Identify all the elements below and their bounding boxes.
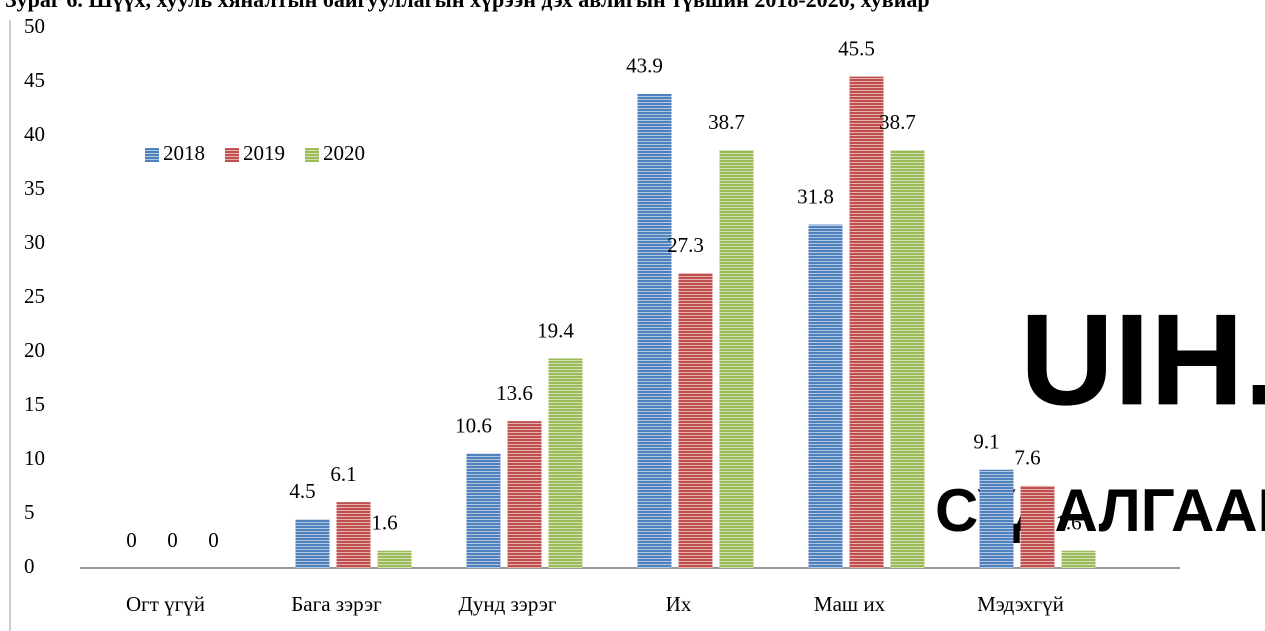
data-label: 43.9 [626,54,663,78]
y-tick-label: 30 [24,230,45,254]
data-label: 13.6 [496,381,533,405]
y-tick-label: 35 [24,176,45,200]
y-tick-label: 10 [24,446,45,470]
legend-swatch [305,148,319,162]
data-label: 0 [167,528,178,552]
bar [719,150,754,569]
data-label: 45.5 [838,36,875,60]
chart-title: Зураг 6. Шүүх, хууль хяналтын байгууллаг… [5,0,930,12]
data-label: 4.5 [289,479,315,503]
bar [678,273,713,568]
data-label: 0 [126,528,137,552]
data-label: 1.6 [1055,511,1081,535]
data-label: 31.8 [797,184,834,208]
bar [466,453,501,568]
legend-label: 2019 [243,141,285,165]
bar [637,93,672,568]
y-tick-label: 20 [24,338,45,362]
data-label: 7.6 [1014,446,1040,470]
bar [808,224,843,568]
y-tick-label: 50 [24,14,45,38]
legend-label: 2020 [323,141,365,165]
data-label: 1.6 [371,511,397,535]
legend-label: 2018 [163,141,205,165]
bar [890,150,925,569]
x-tick-label: Огт үгүй [126,592,205,616]
data-label: 19.4 [537,318,574,342]
legend-swatch [225,148,239,162]
y-tick-label: 45 [24,68,45,92]
legend-swatch [145,148,159,162]
x-tick-label: Их [666,592,692,616]
data-label: 38.7 [879,110,916,134]
bar [377,550,412,568]
bar [507,421,542,568]
y-tick-label: 40 [24,122,45,146]
watermark: UIH.M [1020,286,1265,432]
x-tick-label: Маш их [814,592,886,616]
bar [548,358,583,568]
x-tick-label: Бага зэрэг [291,592,382,616]
bar [336,502,371,568]
data-label: 38.7 [708,110,745,134]
bar [979,469,1014,568]
bar [1020,485,1055,568]
bar [1061,550,1096,568]
data-label: 9.1 [973,430,999,454]
x-tick-label: Дунд зэрэг [459,592,557,616]
data-label: 6.1 [330,462,356,486]
y-tick-label: 0 [24,554,35,578]
y-tick-label: 5 [24,500,35,524]
bar [849,76,884,568]
data-label: 0 [208,528,219,552]
x-tick-label: Мэдэхгүй [977,592,1064,616]
data-label: 10.6 [455,413,492,437]
data-label: 27.3 [667,233,704,257]
y-tick-label: 25 [24,284,45,308]
y-tick-label: 15 [24,392,45,416]
bar [295,519,330,568]
